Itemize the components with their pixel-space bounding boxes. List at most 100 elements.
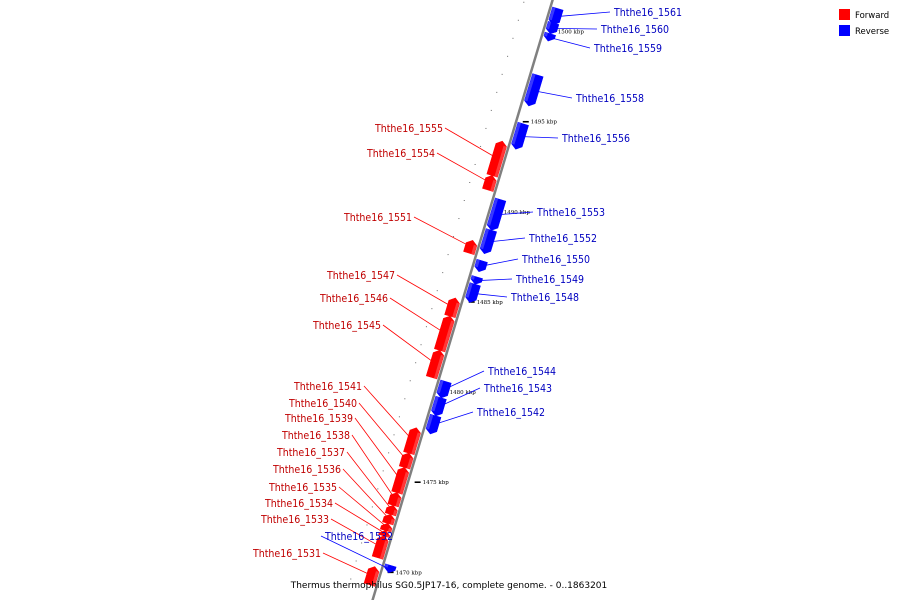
gene-block-shine: [434, 354, 444, 379]
gene-block-ththe16_1554[interactable]: [482, 175, 497, 192]
gene-block-shine: [452, 302, 460, 318]
gene-label-ththe16_1555[interactable]: Ththe16_1555: [374, 123, 443, 135]
gene-block-ththe16_1548[interactable]: [465, 282, 481, 303]
leader-line: [396, 274, 453, 308]
gene-label-ththe16_1543[interactable]: Ththe16_1543: [483, 383, 552, 395]
leader-line: [472, 292, 508, 298]
gene-block-shine: [524, 73, 536, 102]
gene-block-shine: [511, 122, 521, 145]
gene-block-ththe16_1553[interactable]: [486, 197, 507, 231]
gene-label-ththe16_1559[interactable]: Ththe16_1559: [593, 43, 662, 55]
leader-line: [551, 28, 598, 30]
leader-line: [549, 37, 591, 49]
gene-block-shine: [544, 32, 548, 37]
leader-line: [320, 535, 390, 570]
gene-label-ththe16_1541[interactable]: Ththe16_1541: [293, 381, 362, 393]
gene-label-ththe16_1534[interactable]: Ththe16_1534: [264, 498, 333, 510]
gene-label-ththe16_1553[interactable]: Ththe16_1553: [536, 207, 605, 219]
leader-line: [476, 278, 513, 282]
leader-line: [342, 468, 390, 520]
gene-label-ththe16_1531[interactable]: Ththe16_1531: [252, 548, 321, 560]
gene-block-shine: [395, 497, 402, 507]
gene-block-ththe16_1558[interactable]: [524, 73, 544, 107]
gene-block-ththe16_1549[interactable]: [470, 275, 483, 285]
gene-block-ththe16_1545[interactable]: [425, 349, 445, 380]
gene-block-shine: [490, 180, 497, 192]
gene-block-shine: [426, 414, 434, 430]
gene-block-ththe16_1550[interactable]: [474, 258, 488, 273]
gene-label-ththe16_1551[interactable]: Ththe16_1551: [343, 212, 412, 224]
gene-block-shine: [442, 320, 455, 352]
gene-block-shine: [406, 457, 413, 469]
gene-label-ththe16_1539[interactable]: Ththe16_1539: [284, 413, 353, 425]
genome-caption: Thermus thermophilus SG0.5JP17-16, compl…: [290, 581, 608, 591]
leader-line: [519, 136, 559, 139]
gene-label-ththe16_1549[interactable]: Ththe16_1549: [515, 274, 584, 286]
gene-label-ththe16_1538[interactable]: Ththe16_1538: [281, 430, 350, 442]
gene-block-ththe16_1531[interactable]: [363, 566, 380, 587]
gene-label-ththe16_1547[interactable]: Ththe16_1547: [326, 270, 395, 282]
gene-block-shine: [487, 198, 499, 226]
leader-line: [443, 370, 485, 391]
legend-reverse-label: Reverse: [855, 27, 889, 37]
leader-line: [363, 385, 413, 441]
gene-label-ththe16_1545[interactable]: Ththe16_1545: [312, 320, 381, 332]
gene-label-ththe16_1560[interactable]: Ththe16_1560: [600, 24, 669, 36]
leader-line: [330, 518, 381, 548]
gene-block-ththe16_1559[interactable]: [543, 31, 556, 42]
leader-line: [322, 552, 373, 576]
gene-block-shine: [548, 7, 556, 21]
gene-block-ththe16_1551[interactable]: [463, 240, 478, 255]
gene-label-ththe16_1550[interactable]: Ththe16_1550: [521, 254, 590, 266]
leader-line: [389, 297, 446, 334]
gene-label-ththe16_1542[interactable]: Ththe16_1542: [476, 407, 545, 419]
gene-label-ththe16_1546[interactable]: Ththe16_1546: [319, 293, 388, 305]
gene-label-ththe16_1537[interactable]: Ththe16_1537: [276, 447, 345, 459]
gene-label-ththe16_1561[interactable]: Ththe16_1561: [613, 7, 682, 19]
gene-label-ththe16_1532[interactable]: Ththe16_1532: [324, 531, 393, 543]
gene-block-shine: [411, 432, 421, 455]
gene-label-ththe16_1535[interactable]: Ththe16_1535: [268, 482, 337, 494]
gene-label-ththe16_1533[interactable]: Ththe16_1533: [260, 514, 329, 526]
gene-label-ththe16_1536[interactable]: Ththe16_1536: [272, 464, 341, 476]
leader-line: [351, 434, 396, 500]
gene-label-ththe16_1554[interactable]: Ththe16_1554: [366, 148, 435, 160]
tick-label: 1485 kbp: [477, 300, 504, 306]
gene-block-ththe16_1556[interactable]: [511, 121, 529, 150]
gene-label-ththe16_1552[interactable]: Ththe16_1552: [528, 233, 597, 245]
gene-block-ththe16_1533[interactable]: [371, 535, 389, 560]
gene-block-shine: [399, 472, 409, 495]
gene-block-shine: [371, 571, 379, 587]
gene-label-ththe16_1558[interactable]: Ththe16_1558: [575, 93, 644, 105]
gene-block-shine: [379, 540, 389, 560]
gene-block-shine: [474, 259, 480, 268]
gene-block-shine: [386, 535, 390, 538]
legend-forward-swatch: [839, 9, 850, 20]
gene-label-ththe16_1544[interactable]: Ththe16_1544: [487, 366, 556, 378]
gene-block-shine: [431, 396, 439, 412]
gene-block-shine: [388, 527, 392, 533]
gene-block-shine: [471, 244, 477, 255]
tick-label: 1475 kbp: [423, 480, 450, 486]
legend-reverse-swatch: [839, 25, 850, 36]
leader-line: [487, 237, 526, 243]
gene-label-ththe16_1556[interactable]: Ththe16_1556: [561, 133, 630, 145]
gene-label-ththe16_1548[interactable]: Ththe16_1548: [510, 292, 579, 304]
tick-label: 1480 kbp: [450, 390, 477, 396]
leader-line: [436, 152, 491, 184]
legend: Forward Reverse: [839, 9, 889, 37]
gene-block-shine: [392, 509, 398, 516]
gene-features: [320, 6, 611, 587]
leader-line: [354, 417, 402, 481]
gene-block-shine: [436, 380, 444, 394]
gene-block-shine: [465, 282, 473, 298]
gene-block-ththe16_1543[interactable]: [431, 395, 447, 417]
gene-block-ththe16_1560[interactable]: [545, 21, 560, 35]
gene-block-ththe16_1544[interactable]: [436, 379, 452, 399]
gene-label-ththe16_1540[interactable]: Ththe16_1540: [288, 398, 357, 410]
gene-block-ththe16_1552[interactable]: [479, 228, 497, 255]
legend-forward-label: Forward: [855, 11, 889, 21]
gene-block-shine: [390, 518, 395, 525]
gene-block-ththe16_1542[interactable]: [425, 413, 442, 435]
